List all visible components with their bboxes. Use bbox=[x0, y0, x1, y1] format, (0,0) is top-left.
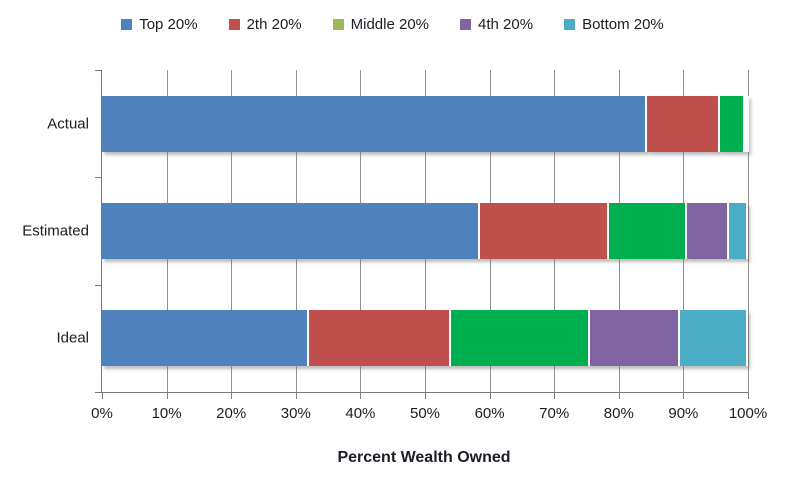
x-axis-tick-30 bbox=[295, 392, 297, 399]
x-axis-tick-100 bbox=[748, 392, 749, 399]
legend-label-middle-20: Middle 20% bbox=[350, 16, 430, 33]
legend-item-top-20: Top 20% bbox=[121, 16, 198, 33]
legend-swatch-bottom-20 bbox=[564, 19, 576, 30]
legend: Top 20% 2th 20% Middle 20% 4th 20% Bottom 20… bbox=[0, 16, 785, 33]
segment-estimated-middle-20 bbox=[609, 202, 687, 259]
segment-estimated-4th-20 bbox=[686, 202, 729, 259]
segment-ideal-bottom-20 bbox=[680, 310, 748, 367]
segment-actual-2th-20 bbox=[647, 95, 720, 152]
chart-row-estimated: Estimated bbox=[22, 177, 748, 284]
legend-swatch-top-20 bbox=[121, 19, 133, 30]
segment-ideal-4th-20 bbox=[589, 310, 681, 367]
segment-ideal-middle-20 bbox=[450, 310, 590, 367]
category-label-ideal: Ideal bbox=[56, 329, 89, 347]
segment-actual-4th-20 bbox=[744, 95, 748, 152]
y-axis-tick bbox=[95, 70, 102, 71]
segment-ideal-top-20 bbox=[102, 310, 309, 367]
legend-label-2th-20: 2th 20% bbox=[246, 16, 302, 33]
y-axis-tick bbox=[95, 284, 102, 286]
x-axis-tick-60 bbox=[489, 392, 491, 399]
bar-estimated bbox=[102, 202, 748, 259]
bar-ideal bbox=[102, 310, 748, 367]
x-tick-label-30: 30% bbox=[280, 405, 311, 422]
y-axis-tick bbox=[95, 177, 102, 179]
x-axis-tick-0 bbox=[102, 392, 103, 399]
x-axis-tick-10 bbox=[166, 392, 168, 399]
segment-estimated-top-20 bbox=[102, 202, 480, 259]
legend-label-top-20: Top 20% bbox=[139, 16, 198, 33]
legend-swatch-middle-20 bbox=[332, 19, 344, 30]
x-axis-tick-20 bbox=[231, 392, 233, 399]
legend-item-2th-20: 2th 20% bbox=[228, 16, 302, 33]
legend-swatch-2th-20 bbox=[228, 19, 240, 30]
bar-actual bbox=[102, 95, 750, 152]
x-tick-label-60: 60% bbox=[474, 405, 505, 422]
chart-row-ideal: Ideal bbox=[56, 285, 748, 392]
chart-row-actual: Actual bbox=[47, 70, 750, 177]
y-axis-tick bbox=[95, 392, 102, 393]
legend-item-bottom-20: Bottom 20% bbox=[564, 16, 664, 33]
legend-label-4th-20: 4th 20% bbox=[478, 16, 534, 33]
category-label-estimated: Estimated bbox=[22, 222, 89, 240]
segment-ideal-2th-20 bbox=[308, 310, 451, 367]
x-tick-label-20: 20% bbox=[216, 405, 247, 422]
x-axis-tick-50 bbox=[425, 392, 426, 399]
x-tick-label-40: 40% bbox=[345, 405, 376, 422]
x-tick-label-100: 100% bbox=[728, 405, 768, 422]
x-axis-tick-40 bbox=[360, 392, 362, 399]
x-tick-label-10: 10% bbox=[151, 405, 182, 422]
x-tick-label-0: 0% bbox=[91, 405, 113, 422]
segment-actual-bottom-20 bbox=[747, 95, 750, 152]
legend-label-bottom-20: Bottom 20% bbox=[582, 16, 664, 33]
x-tick-label-90: 90% bbox=[668, 405, 699, 422]
x-axis-tick-80 bbox=[618, 392, 620, 399]
segment-estimated-bottom-20 bbox=[728, 202, 748, 259]
legend-item-middle-20: Middle 20% bbox=[332, 16, 430, 33]
gridline-100 bbox=[748, 70, 749, 392]
x-tick-label-70: 70% bbox=[539, 405, 570, 422]
segment-estimated-2th-20 bbox=[479, 202, 610, 259]
x-axis-title: Percent Wealth Owned bbox=[337, 449, 511, 466]
x-axis-tick-90 bbox=[683, 392, 685, 399]
plot-area: 0% 10% 20% 30% 40% 50% 60% 70% 80% 90% 100% Actual E… bbox=[22, 70, 767, 422]
legend-item-4th-20: 4th 20% bbox=[460, 16, 533, 33]
category-label-actual: Actual bbox=[47, 115, 89, 133]
segment-actual-middle-20 bbox=[719, 95, 745, 152]
legend-swatch-4th-20 bbox=[460, 19, 472, 30]
segment-actual-top-20 bbox=[102, 95, 648, 152]
x-tick-label-80: 80% bbox=[603, 405, 634, 422]
x-tick-label-50: 50% bbox=[409, 405, 441, 422]
x-axis-tick-70 bbox=[554, 392, 556, 399]
